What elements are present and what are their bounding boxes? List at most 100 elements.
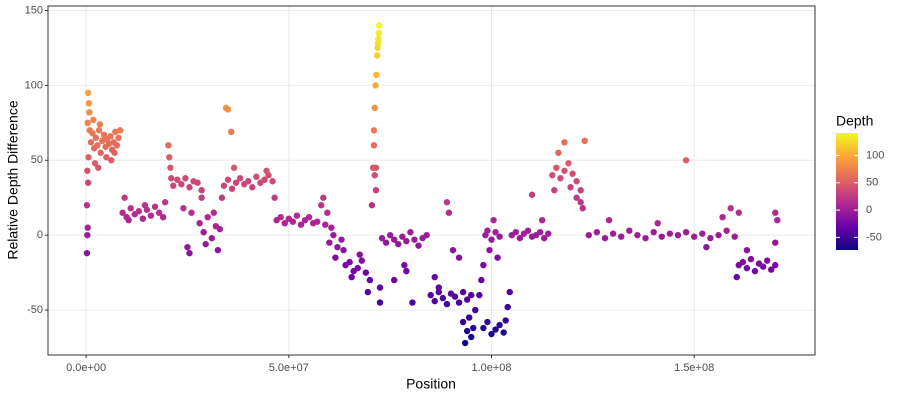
point [506, 288, 513, 296]
y-tick-label: 150 [25, 4, 43, 16]
point [113, 142, 121, 149]
point [356, 251, 363, 258]
point [409, 299, 416, 306]
point [111, 149, 118, 156]
point [553, 164, 560, 171]
point [216, 225, 224, 233]
point [89, 130, 96, 137]
point [382, 239, 390, 246]
point [378, 234, 386, 242]
point [372, 82, 379, 89]
point [236, 175, 244, 182]
y-tick-label: -50 [27, 304, 43, 316]
point [119, 209, 126, 216]
point [626, 227, 633, 234]
point [91, 160, 99, 167]
point [84, 224, 91, 231]
point [763, 257, 771, 264]
point [372, 164, 380, 171]
point [585, 231, 592, 239]
point [666, 230, 674, 237]
point [423, 231, 430, 239]
point [403, 267, 410, 275]
point [739, 258, 747, 266]
point [401, 261, 408, 269]
point [435, 288, 442, 296]
point [170, 182, 177, 189]
point [346, 258, 353, 266]
point [549, 172, 556, 179]
point [386, 231, 394, 239]
point [196, 219, 203, 227]
point [463, 327, 471, 335]
point [322, 221, 329, 228]
point [459, 318, 467, 326]
point [198, 194, 205, 201]
point [313, 218, 321, 225]
point [395, 240, 402, 248]
point [373, 71, 380, 79]
point [224, 176, 232, 183]
point [500, 329, 507, 336]
point [83, 202, 91, 209]
point [186, 184, 193, 191]
point [338, 236, 345, 243]
point [504, 303, 511, 311]
point [167, 164, 174, 171]
point [200, 228, 207, 236]
point [210, 209, 218, 216]
point [348, 273, 355, 281]
point [198, 187, 205, 194]
point [490, 216, 497, 224]
point [496, 233, 503, 240]
point [451, 293, 459, 300]
point [232, 179, 240, 186]
point [375, 35, 382, 43]
point [320, 194, 327, 201]
point [731, 233, 738, 240]
point [84, 231, 91, 239]
point [391, 276, 398, 284]
point [512, 228, 520, 236]
point [470, 324, 477, 332]
point [455, 299, 463, 306]
point [84, 89, 92, 97]
point [228, 185, 236, 192]
point [634, 231, 641, 239]
point [494, 254, 501, 261]
point [411, 236, 418, 243]
point [105, 140, 113, 148]
grid [48, 6, 815, 355]
point [94, 142, 101, 149]
point [538, 216, 546, 224]
point [373, 52, 381, 59]
point [654, 219, 661, 227]
point [281, 219, 288, 227]
point [297, 221, 305, 228]
point [90, 116, 97, 124]
point [151, 203, 159, 210]
point [220, 182, 228, 189]
point [95, 127, 103, 134]
point [772, 209, 779, 216]
point [159, 213, 167, 221]
point [87, 139, 95, 146]
point [561, 139, 568, 146]
point [370, 127, 378, 134]
point [188, 209, 195, 216]
point [524, 227, 532, 234]
point [168, 175, 175, 182]
point [492, 228, 499, 236]
point [103, 154, 110, 161]
point [528, 191, 536, 198]
point [540, 234, 548, 242]
point [772, 261, 779, 269]
point [682, 228, 690, 236]
point [245, 178, 252, 185]
colorbar-ticks: -50 0 50 100 [836, 149, 884, 243]
point [484, 227, 491, 234]
point [443, 300, 451, 308]
point [253, 173, 260, 180]
colorbar-tick-label: -50 [866, 231, 882, 243]
